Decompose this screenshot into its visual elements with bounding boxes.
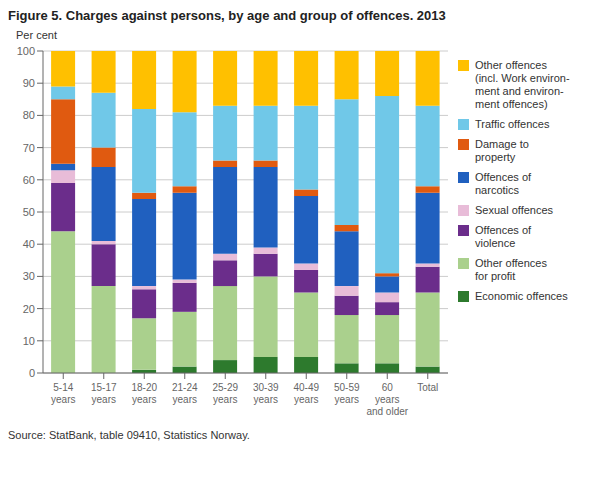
html-text:Offences of narcotics: Offences of narcotics [475,171,532,196]
svg-text:40: 40 [23,238,35,250]
svg-text:5-14years: 5-14years [51,382,75,405]
svg-text:0: 0 [29,367,35,379]
svg-text:30-39years: 30-39years [253,382,279,405]
html-text:Per cent: Per cent [16,29,57,41]
svg-text:21-24years: 21-24years [172,382,198,405]
svg-text:25-29years: 25-29years [212,382,238,405]
html-text:Sexual offences: Sexual offences [475,204,554,216]
svg-text:30: 30 [23,270,35,282]
html-text:Other offences for profit: Other offences for profit [475,257,547,282]
svg-text:90: 90 [23,77,35,89]
svg-text:50: 50 [23,206,35,218]
html-text:Source: StatBank, table 09410,: Source: StatBank, table 09410, Statistic… [8,429,250,441]
html-text:Figure 5. Charges against pers: Figure 5. Charges against persons, by ag… [8,8,446,23]
svg-text:70: 70 [23,142,35,154]
svg-text:50-59years: 50-59years [334,382,360,405]
svg-text:18-20years: 18-20years [131,382,157,405]
svg-text:15-17years: 15-17years [91,382,117,405]
html-text:Offences of violence: Offences of violence [475,224,532,249]
svg-text:60yearsand older: 60yearsand older [366,382,408,417]
svg-text:40-49years: 40-49years [293,382,319,405]
html-text:Other offences (incl. Work env: Other offences (incl. Work environ- ment… [475,59,570,110]
html-text:Traffic offences: Traffic offences [475,118,550,130]
svg-text:60: 60 [23,174,35,186]
svg-text:20: 20 [23,303,35,315]
svg-text:100: 100 [17,45,35,57]
svg-text:10: 10 [23,335,35,347]
svg-text:80: 80 [23,109,35,121]
html-text:Economic offences: Economic offences [475,290,568,302]
svg-text:Total: Total [417,382,438,393]
html-text:Damage to property: Damage to property [475,138,529,163]
